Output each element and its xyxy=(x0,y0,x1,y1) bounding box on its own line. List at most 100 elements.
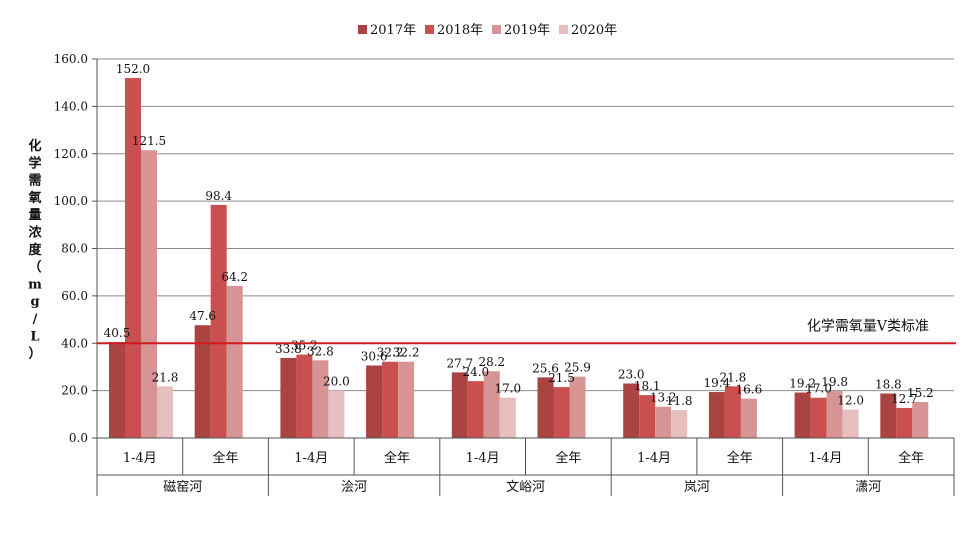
bar xyxy=(912,401,929,438)
data-label: 12.0 xyxy=(837,394,864,408)
period-label: 全年 xyxy=(384,450,410,466)
bar xyxy=(537,377,554,438)
data-label: 35.2 xyxy=(291,339,318,353)
bar xyxy=(639,395,656,438)
y-axis-label-char: ） xyxy=(28,346,41,362)
bar xyxy=(810,397,827,438)
reference-line-group: 化学需氧量Ⅴ类标准 xyxy=(97,318,956,345)
y-tick-label: 0.0 xyxy=(69,431,88,445)
data-label: 47.6 xyxy=(189,309,216,323)
bar xyxy=(880,393,897,438)
bar xyxy=(398,361,415,438)
legend-label: 2020年 xyxy=(571,23,617,38)
data-label: 30.6 xyxy=(361,350,388,364)
data-labels: 40.5152.0121.521.847.698.464.233.835.232… xyxy=(104,62,934,408)
river-label: 磁窑河 xyxy=(163,479,202,495)
bar xyxy=(708,392,725,438)
reference-line-label: 化学需氧量Ⅴ类标准 xyxy=(807,318,929,334)
bar xyxy=(467,381,484,438)
data-label: 12.7 xyxy=(891,392,918,406)
data-label: 25.9 xyxy=(564,361,591,375)
data-label: 98.4 xyxy=(205,189,232,203)
data-label: 40.5 xyxy=(104,326,131,340)
data-label: 18.8 xyxy=(875,377,902,391)
bar xyxy=(499,397,516,438)
bar xyxy=(671,410,688,438)
bar xyxy=(382,361,399,438)
data-label: 16.6 xyxy=(736,383,763,397)
legend-label: 2017年 xyxy=(370,23,416,38)
y-axis-label-char: g xyxy=(30,295,39,310)
data-label: 19.8 xyxy=(821,375,848,389)
data-label: 11.8 xyxy=(666,394,693,408)
y-tick-label: 40.0 xyxy=(61,336,88,350)
y-tick-label: 60.0 xyxy=(61,289,88,303)
y-axis-label-char: 学 xyxy=(28,155,41,171)
legend-label: 2018年 xyxy=(437,23,483,38)
bars xyxy=(109,77,929,438)
bar xyxy=(569,376,586,438)
bar xyxy=(740,398,757,438)
bar xyxy=(109,342,125,438)
y-axis-label-char: / xyxy=(33,312,38,327)
bar xyxy=(896,407,913,438)
data-label: 32.2 xyxy=(393,346,420,360)
data-label: 13.2 xyxy=(650,391,677,405)
period-label: 全年 xyxy=(213,450,239,466)
data-label: 19.2 xyxy=(789,377,816,391)
y-axis-label-char: 氧 xyxy=(27,190,41,206)
period-label: 1-4月 xyxy=(466,451,500,466)
bar xyxy=(794,392,811,438)
bar xyxy=(280,357,297,438)
y-axis: 0.0 20.0 40.0 60.0 80.0 100.0 120.0 140.0 160.0 xyxy=(54,52,98,445)
legend-swatch xyxy=(559,25,568,34)
y-axis-label-char: 量 xyxy=(28,208,41,223)
legend-swatch xyxy=(492,25,501,34)
data-label: 32.8 xyxy=(307,344,334,358)
data-label: 27.7 xyxy=(446,356,473,370)
bar xyxy=(296,354,313,438)
bar xyxy=(553,387,570,438)
data-label: 23.0 xyxy=(618,368,645,382)
bar xyxy=(451,372,468,438)
data-label: 15.2 xyxy=(907,386,934,400)
period-label: 1-4月 xyxy=(808,451,842,466)
bar xyxy=(842,409,859,438)
legend: 2017年 2018年 2019年 2020年 xyxy=(358,23,617,38)
data-label: 32.2 xyxy=(377,346,404,360)
bar xyxy=(125,77,141,438)
period-label: 1-4月 xyxy=(637,451,671,466)
bar xyxy=(366,365,383,438)
y-axis-label-char: 需 xyxy=(28,174,41,189)
y-tick-label: 120.0 xyxy=(54,147,88,161)
period-label: 全年 xyxy=(727,450,753,466)
legend-label: 2019年 xyxy=(504,23,550,38)
data-label: 64.2 xyxy=(221,270,248,284)
y-tick-label: 100.0 xyxy=(54,194,88,208)
data-label: 20.0 xyxy=(323,375,350,389)
y-tick-label: 20.0 xyxy=(61,384,88,398)
river-label: 岚河 xyxy=(684,480,710,495)
bar xyxy=(328,390,345,438)
data-label: 152.0 xyxy=(116,62,150,76)
bar xyxy=(724,386,741,438)
y-axis-label-char: 化 xyxy=(28,138,41,154)
y-axis-label-char: m xyxy=(28,277,42,292)
bar xyxy=(826,391,843,438)
bar xyxy=(157,386,173,438)
river-label: 浍河 xyxy=(341,480,367,495)
legend-swatch xyxy=(358,25,367,34)
data-label: 18.1 xyxy=(634,379,661,393)
data-label: 19.4 xyxy=(704,376,731,390)
y-tick-label: 140.0 xyxy=(54,99,88,113)
period-label: 1-4月 xyxy=(123,451,157,466)
river-label: 文峪河 xyxy=(506,480,545,495)
bar xyxy=(655,406,672,438)
bar xyxy=(141,150,157,438)
bar xyxy=(194,325,211,438)
data-label: 33.8 xyxy=(275,342,302,356)
bar xyxy=(483,371,500,438)
river-label: 潇河 xyxy=(855,480,881,495)
